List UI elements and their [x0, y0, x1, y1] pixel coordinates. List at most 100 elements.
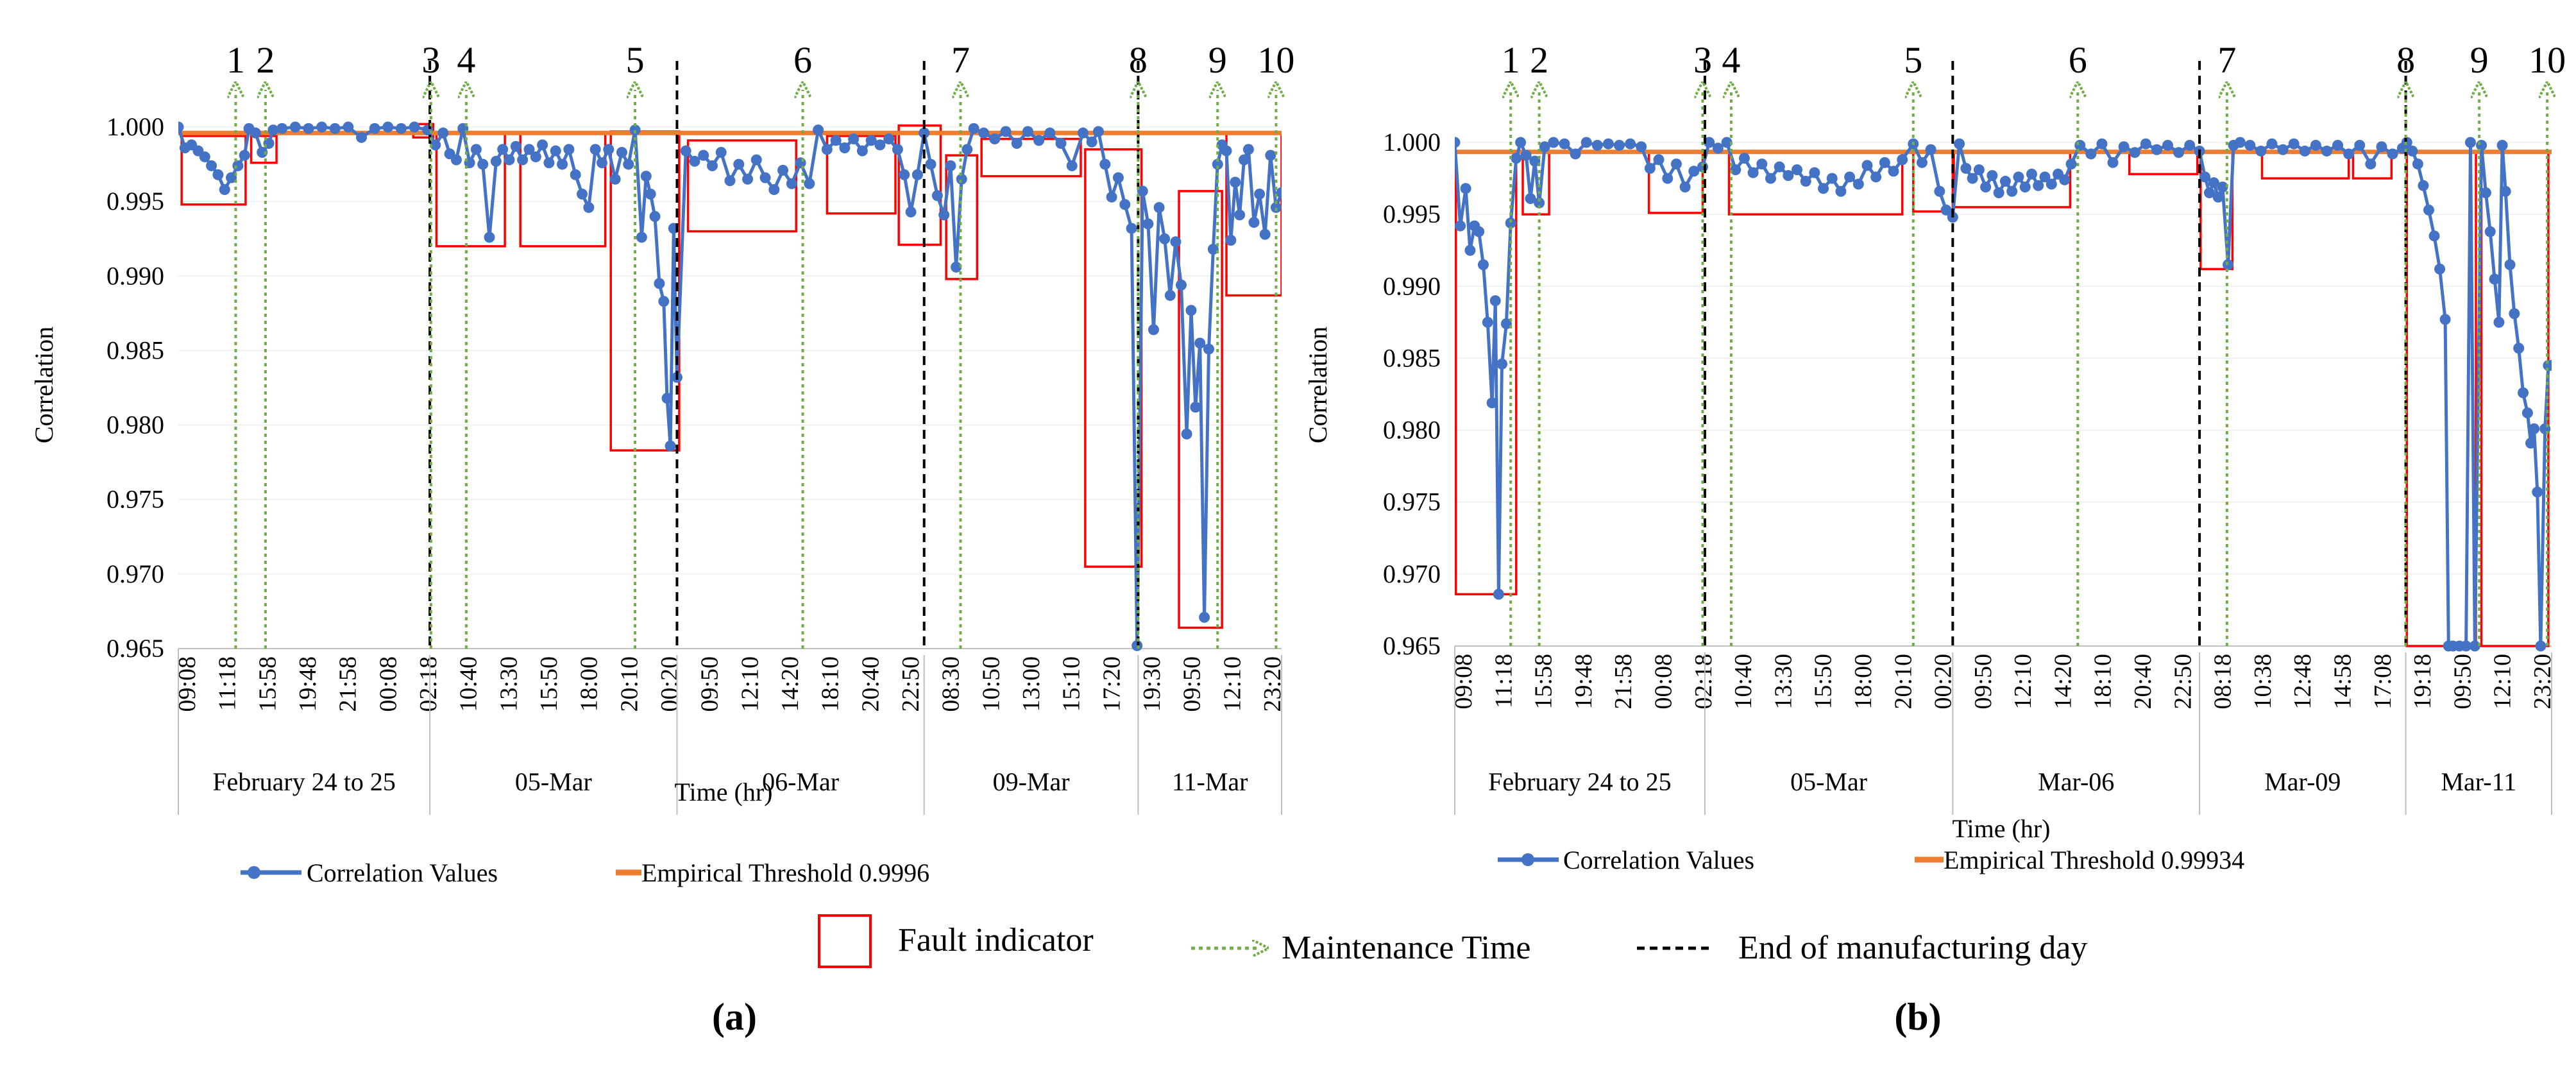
correlation-point — [523, 144, 535, 155]
x-axis-label: Time (hr) — [675, 778, 773, 806]
correlation-point — [658, 296, 670, 307]
correlation-point — [2203, 187, 2215, 198]
correlation-point — [1207, 243, 1219, 255]
correlation-point — [2387, 148, 2398, 160]
correlation-point — [2299, 145, 2310, 157]
correlation-point — [1529, 155, 1541, 167]
correlation-point — [1800, 176, 1811, 187]
correlation-point — [1212, 158, 1223, 170]
correlation-point — [1259, 228, 1271, 240]
x-tick-labels: 09:08 11:18 15:58 19:48 21:58 00:08 02:18 10:40… — [174, 656, 1286, 712]
gridlines — [178, 126, 1282, 649]
correlation-point — [2107, 157, 2119, 168]
y-tick-labels: 0.965 0.970 0.975 0.980 0.985 0.990 0.995 1.000 — [1383, 128, 1441, 660]
date-group-label: 05-Mar — [1790, 767, 1867, 796]
correlation-point — [1270, 201, 1282, 213]
maintenance-number: 6 — [2069, 39, 2087, 81]
correlation-point — [232, 160, 244, 171]
end-of-day-lines — [428, 61, 1140, 649]
x-tick-label: 13:30 — [495, 656, 522, 712]
correlation-point — [1505, 217, 1516, 229]
correlation-point — [530, 151, 541, 162]
correlation-point — [1738, 153, 1750, 164]
correlation-point — [1170, 236, 1182, 248]
correlation-point — [2439, 314, 2451, 325]
correlation-point — [1230, 176, 1241, 188]
x-tick-label: 11:18 — [1490, 654, 1517, 708]
correlation-point — [2118, 141, 2130, 153]
correlation-point — [589, 144, 601, 155]
maintenance-number: 9 — [2470, 39, 2489, 81]
x-tick-label: 00:08 — [375, 656, 402, 712]
correlation-point — [874, 139, 886, 151]
correlation-point — [1993, 187, 2004, 198]
y-tick-label: 0.975 — [106, 485, 164, 514]
correlation-point — [1106, 191, 1117, 203]
x-tick-label: 02:18 — [1690, 654, 1717, 710]
correlation-point — [2521, 407, 2533, 419]
correlation-point — [1126, 223, 1137, 234]
correlation-point — [563, 144, 575, 155]
correlation-point — [777, 164, 789, 176]
x-tick-label: 15:58 — [254, 656, 281, 712]
correlation-point — [550, 145, 561, 157]
correlation-point — [1747, 167, 1759, 178]
correlation-point — [786, 178, 797, 189]
correlation-point — [226, 172, 237, 183]
y-tick-label: 0.965 — [106, 634, 164, 663]
correlation-point — [2046, 178, 2057, 190]
correlation-point — [484, 232, 495, 243]
correlation-point — [1199, 611, 1210, 623]
date-group-label: 09-Mar — [993, 767, 1070, 796]
correlation-point — [1973, 164, 1985, 176]
correlation-point — [2500, 185, 2511, 197]
correlation-point — [1792, 164, 1803, 176]
correlation-point — [795, 157, 806, 169]
maintenance-number: 8 — [1129, 39, 1148, 81]
correlation-point — [1254, 189, 1266, 200]
x-tick-label: 21:58 — [335, 656, 362, 712]
correlation-point — [2074, 139, 2086, 151]
correlation-point — [1455, 220, 1466, 232]
correlation-point — [2529, 423, 2540, 434]
correlation-point — [1500, 318, 1512, 330]
x-tick-label: 09:50 — [1179, 656, 1206, 712]
correlation-point — [2217, 182, 2228, 193]
correlation-point — [276, 123, 288, 134]
y-tick-label: 0.975 — [1383, 488, 1441, 516]
correlation-point — [477, 158, 489, 170]
correlation-point — [517, 154, 529, 166]
maintenance-number: 7 — [2217, 39, 2236, 81]
correlation-point — [178, 121, 184, 133]
correlation-point — [804, 178, 815, 189]
correlation-point — [1721, 137, 1733, 148]
correlation-point — [257, 146, 268, 158]
correlation-point — [303, 123, 314, 134]
correlation-point — [2376, 141, 2387, 153]
x-tick-label: 00:20 — [656, 656, 683, 712]
maintenance-number: 10 — [1257, 39, 1294, 81]
fault-boxes — [1455, 149, 2550, 647]
y-tick-label: 0.990 — [1383, 271, 1441, 300]
correlation-point — [2464, 137, 2476, 148]
correlation-point — [2151, 144, 2162, 155]
correlation-point — [1570, 148, 1581, 160]
x-tick-label: 18:00 — [576, 656, 603, 712]
correlation-point — [1175, 279, 1187, 291]
correlation-point — [1137, 185, 1148, 197]
date-groups: February 24 to 25 05-Mar Mar-06 Mar-09 Mar-1… — [1454, 646, 2552, 815]
maintenance-number: 2 — [1530, 39, 1548, 81]
y-tick-label: 0.970 — [106, 559, 164, 588]
correlation-point — [2026, 168, 2037, 180]
y-tick-label: 0.995 — [1383, 200, 1441, 228]
correlation-point — [1653, 154, 1665, 166]
correlation-point — [557, 158, 568, 170]
x-tick-label: 19:48 — [294, 656, 321, 712]
x-tick-label: 15:58 — [1530, 654, 1557, 710]
x-tick-label: 02:18 — [415, 656, 442, 712]
correlation-point — [537, 139, 548, 151]
correlation-point — [2461, 640, 2472, 652]
correlation-point — [239, 149, 250, 161]
correlation-point — [2489, 273, 2500, 285]
correlation-point — [883, 133, 895, 145]
